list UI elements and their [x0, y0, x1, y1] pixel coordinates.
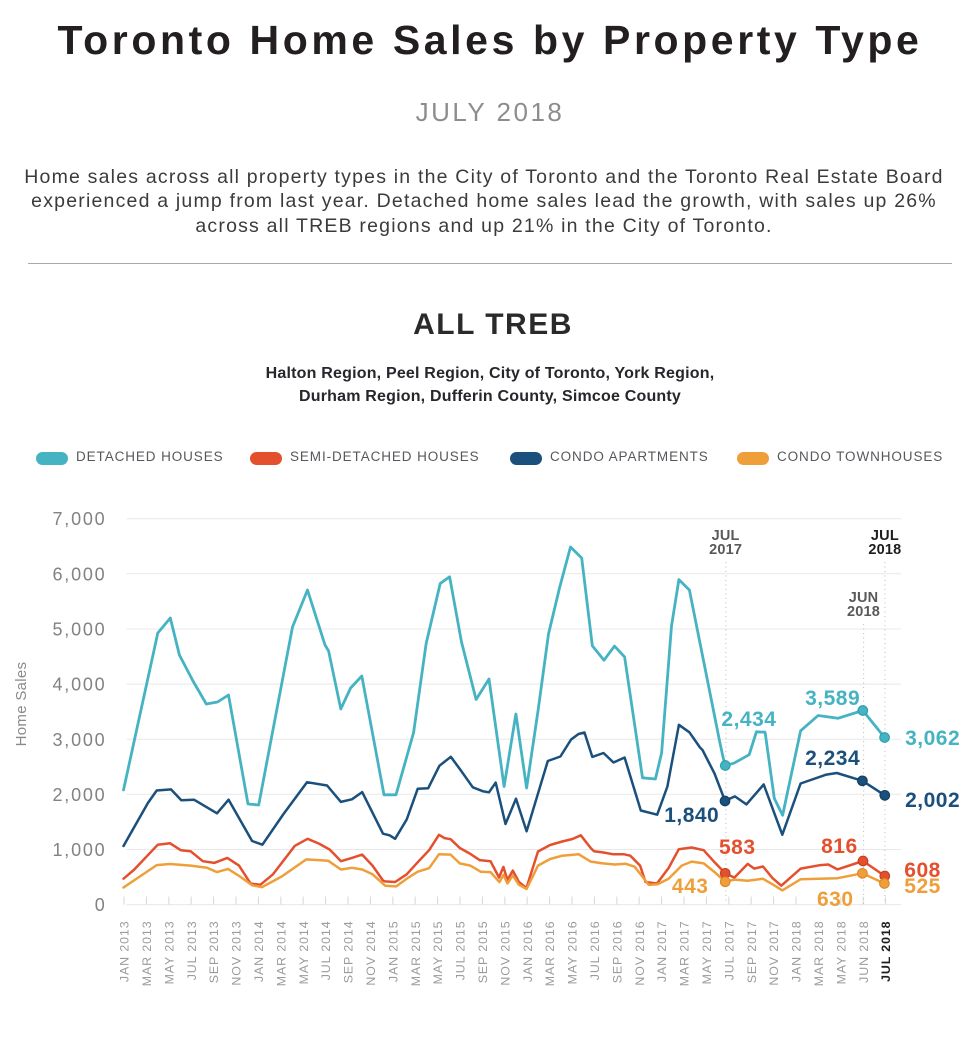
- svg-text:0: 0: [95, 895, 107, 915]
- svg-text:MAY 2017: MAY 2017: [700, 921, 714, 985]
- svg-text:MAR 2016: MAR 2016: [543, 921, 557, 987]
- svg-text:JAN 2017: JAN 2017: [655, 921, 669, 983]
- svg-text:SEP 2017: SEP 2017: [745, 921, 759, 984]
- svg-text:3,000: 3,000: [52, 730, 106, 750]
- svg-text:NOV 2017: NOV 2017: [767, 921, 781, 986]
- svg-text:1,000: 1,000: [52, 840, 106, 860]
- svg-text:Home Sales: Home Sales: [13, 662, 30, 747]
- svg-text:SEP 2015: SEP 2015: [476, 921, 490, 984]
- svg-text:MAY 2015: MAY 2015: [431, 921, 445, 985]
- svg-text:JUL 2018: JUL 2018: [879, 921, 893, 982]
- svg-text:MAY 2016: MAY 2016: [566, 921, 580, 985]
- svg-text:JUL 2013: JUL 2013: [185, 921, 199, 981]
- svg-text:SEP 2016: SEP 2016: [610, 921, 624, 984]
- svg-text:NOV 2015: NOV 2015: [498, 921, 512, 986]
- svg-text:MAR 2014: MAR 2014: [274, 921, 288, 987]
- svg-text:JAN 2018: JAN 2018: [790, 921, 804, 983]
- svg-text:JAN 2014: JAN 2014: [252, 921, 266, 983]
- svg-text:7,000: 7,000: [52, 509, 106, 529]
- svg-text:NOV 2013: NOV 2013: [230, 921, 244, 986]
- svg-text:4,000: 4,000: [52, 675, 106, 695]
- svg-text:JUL 2017: JUL 2017: [722, 921, 736, 981]
- svg-text:6,000: 6,000: [52, 564, 106, 584]
- svg-text:MAR 2017: MAR 2017: [678, 921, 692, 987]
- svg-text:2,000: 2,000: [52, 785, 106, 805]
- svg-text:JUL 2014: JUL 2014: [319, 921, 333, 981]
- svg-text:SEP 2013: SEP 2013: [207, 921, 221, 984]
- svg-text:MAR 2015: MAR 2015: [409, 921, 423, 987]
- svg-text:MAY 2013: MAY 2013: [162, 921, 176, 985]
- svg-text:MAY 2018: MAY 2018: [834, 921, 848, 985]
- svg-text:NOV 2016: NOV 2016: [633, 921, 647, 986]
- svg-text:MAY 2014: MAY 2014: [297, 921, 311, 985]
- svg-text:5,000: 5,000: [52, 620, 106, 640]
- svg-text:NOV 2014: NOV 2014: [364, 921, 378, 986]
- svg-text:MAR 2013: MAR 2013: [140, 921, 154, 987]
- svg-text:JUN 2018: JUN 2018: [857, 921, 871, 983]
- svg-text:JUL 2015: JUL 2015: [454, 921, 468, 981]
- svg-text:JUL 2016: JUL 2016: [588, 921, 602, 981]
- svg-text:SEP 2014: SEP 2014: [342, 921, 356, 984]
- svg-text:JAN 2013: JAN 2013: [118, 921, 132, 983]
- svg-text:MAR 2018: MAR 2018: [812, 921, 826, 987]
- svg-text:JAN 2016: JAN 2016: [521, 921, 535, 983]
- svg-text:JAN 2015: JAN 2015: [386, 921, 400, 983]
